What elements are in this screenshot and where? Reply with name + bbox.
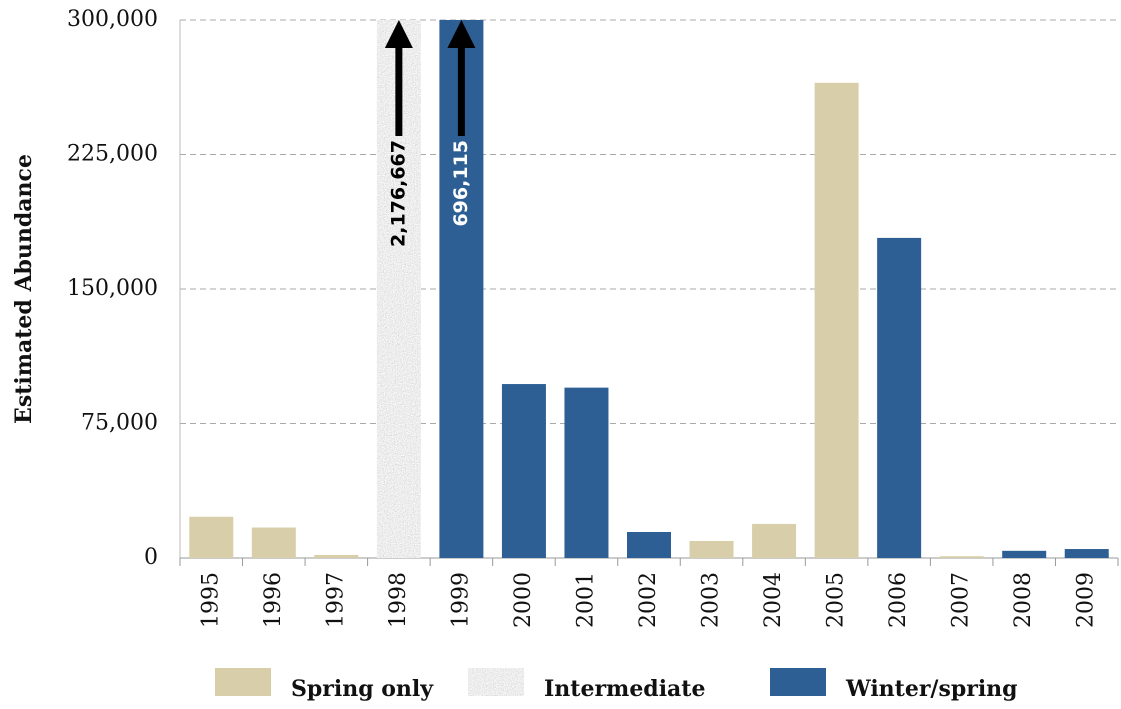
x-tick-label: 1998 bbox=[386, 572, 411, 628]
x-tick-label: 2004 bbox=[761, 572, 786, 628]
bar bbox=[314, 554, 359, 558]
bar bbox=[939, 556, 984, 558]
x-tick-label: 1995 bbox=[198, 572, 223, 628]
x-tick-label: 2001 bbox=[573, 572, 598, 628]
bar bbox=[1002, 550, 1047, 558]
y-tick-label: 225,000 bbox=[67, 142, 158, 167]
x-tick-label: 2008 bbox=[1011, 572, 1036, 628]
y-tick-label: 150,000 bbox=[67, 276, 158, 301]
x-tick-label: 2003 bbox=[699, 572, 724, 628]
x-tick-label: 2005 bbox=[824, 572, 849, 628]
bar bbox=[1064, 549, 1109, 558]
bar bbox=[627, 531, 671, 558]
x-tick-label: 1999 bbox=[448, 572, 473, 628]
legend-swatch bbox=[770, 668, 826, 696]
y-tick-label: 75,000 bbox=[81, 411, 158, 436]
bar bbox=[501, 384, 546, 558]
legend-label: Spring only bbox=[291, 676, 434, 702]
value-label: 696,115 bbox=[450, 140, 472, 227]
legend-label: Intermediate bbox=[544, 676, 705, 702]
legend-swatch bbox=[468, 668, 524, 696]
legend-swatch bbox=[215, 668, 271, 696]
legend-label: Winter/spring bbox=[845, 676, 1018, 702]
bar bbox=[251, 527, 296, 558]
x-tick-label: 1996 bbox=[261, 572, 286, 628]
plot-area bbox=[189, 20, 1109, 559]
x-tick-label: 2009 bbox=[1074, 572, 1099, 628]
bar bbox=[752, 523, 797, 558]
bar bbox=[814, 82, 859, 559]
y-tick-label: 300,000 bbox=[67, 7, 158, 32]
x-tick-label: 2000 bbox=[511, 572, 536, 628]
bar bbox=[189, 516, 234, 558]
y-tick-label: 0 bbox=[144, 545, 158, 570]
bar bbox=[689, 540, 734, 558]
value-label: 2,176,667 bbox=[387, 140, 409, 247]
x-tick-label: 2007 bbox=[949, 572, 974, 628]
bar bbox=[877, 237, 922, 558]
bar bbox=[564, 387, 609, 558]
x-tick-label: 2002 bbox=[636, 572, 661, 628]
x-tick-label: 2006 bbox=[886, 572, 911, 628]
y-axis-title: Estimated Abundance bbox=[11, 154, 37, 424]
x-tick-label: 1997 bbox=[323, 572, 348, 628]
